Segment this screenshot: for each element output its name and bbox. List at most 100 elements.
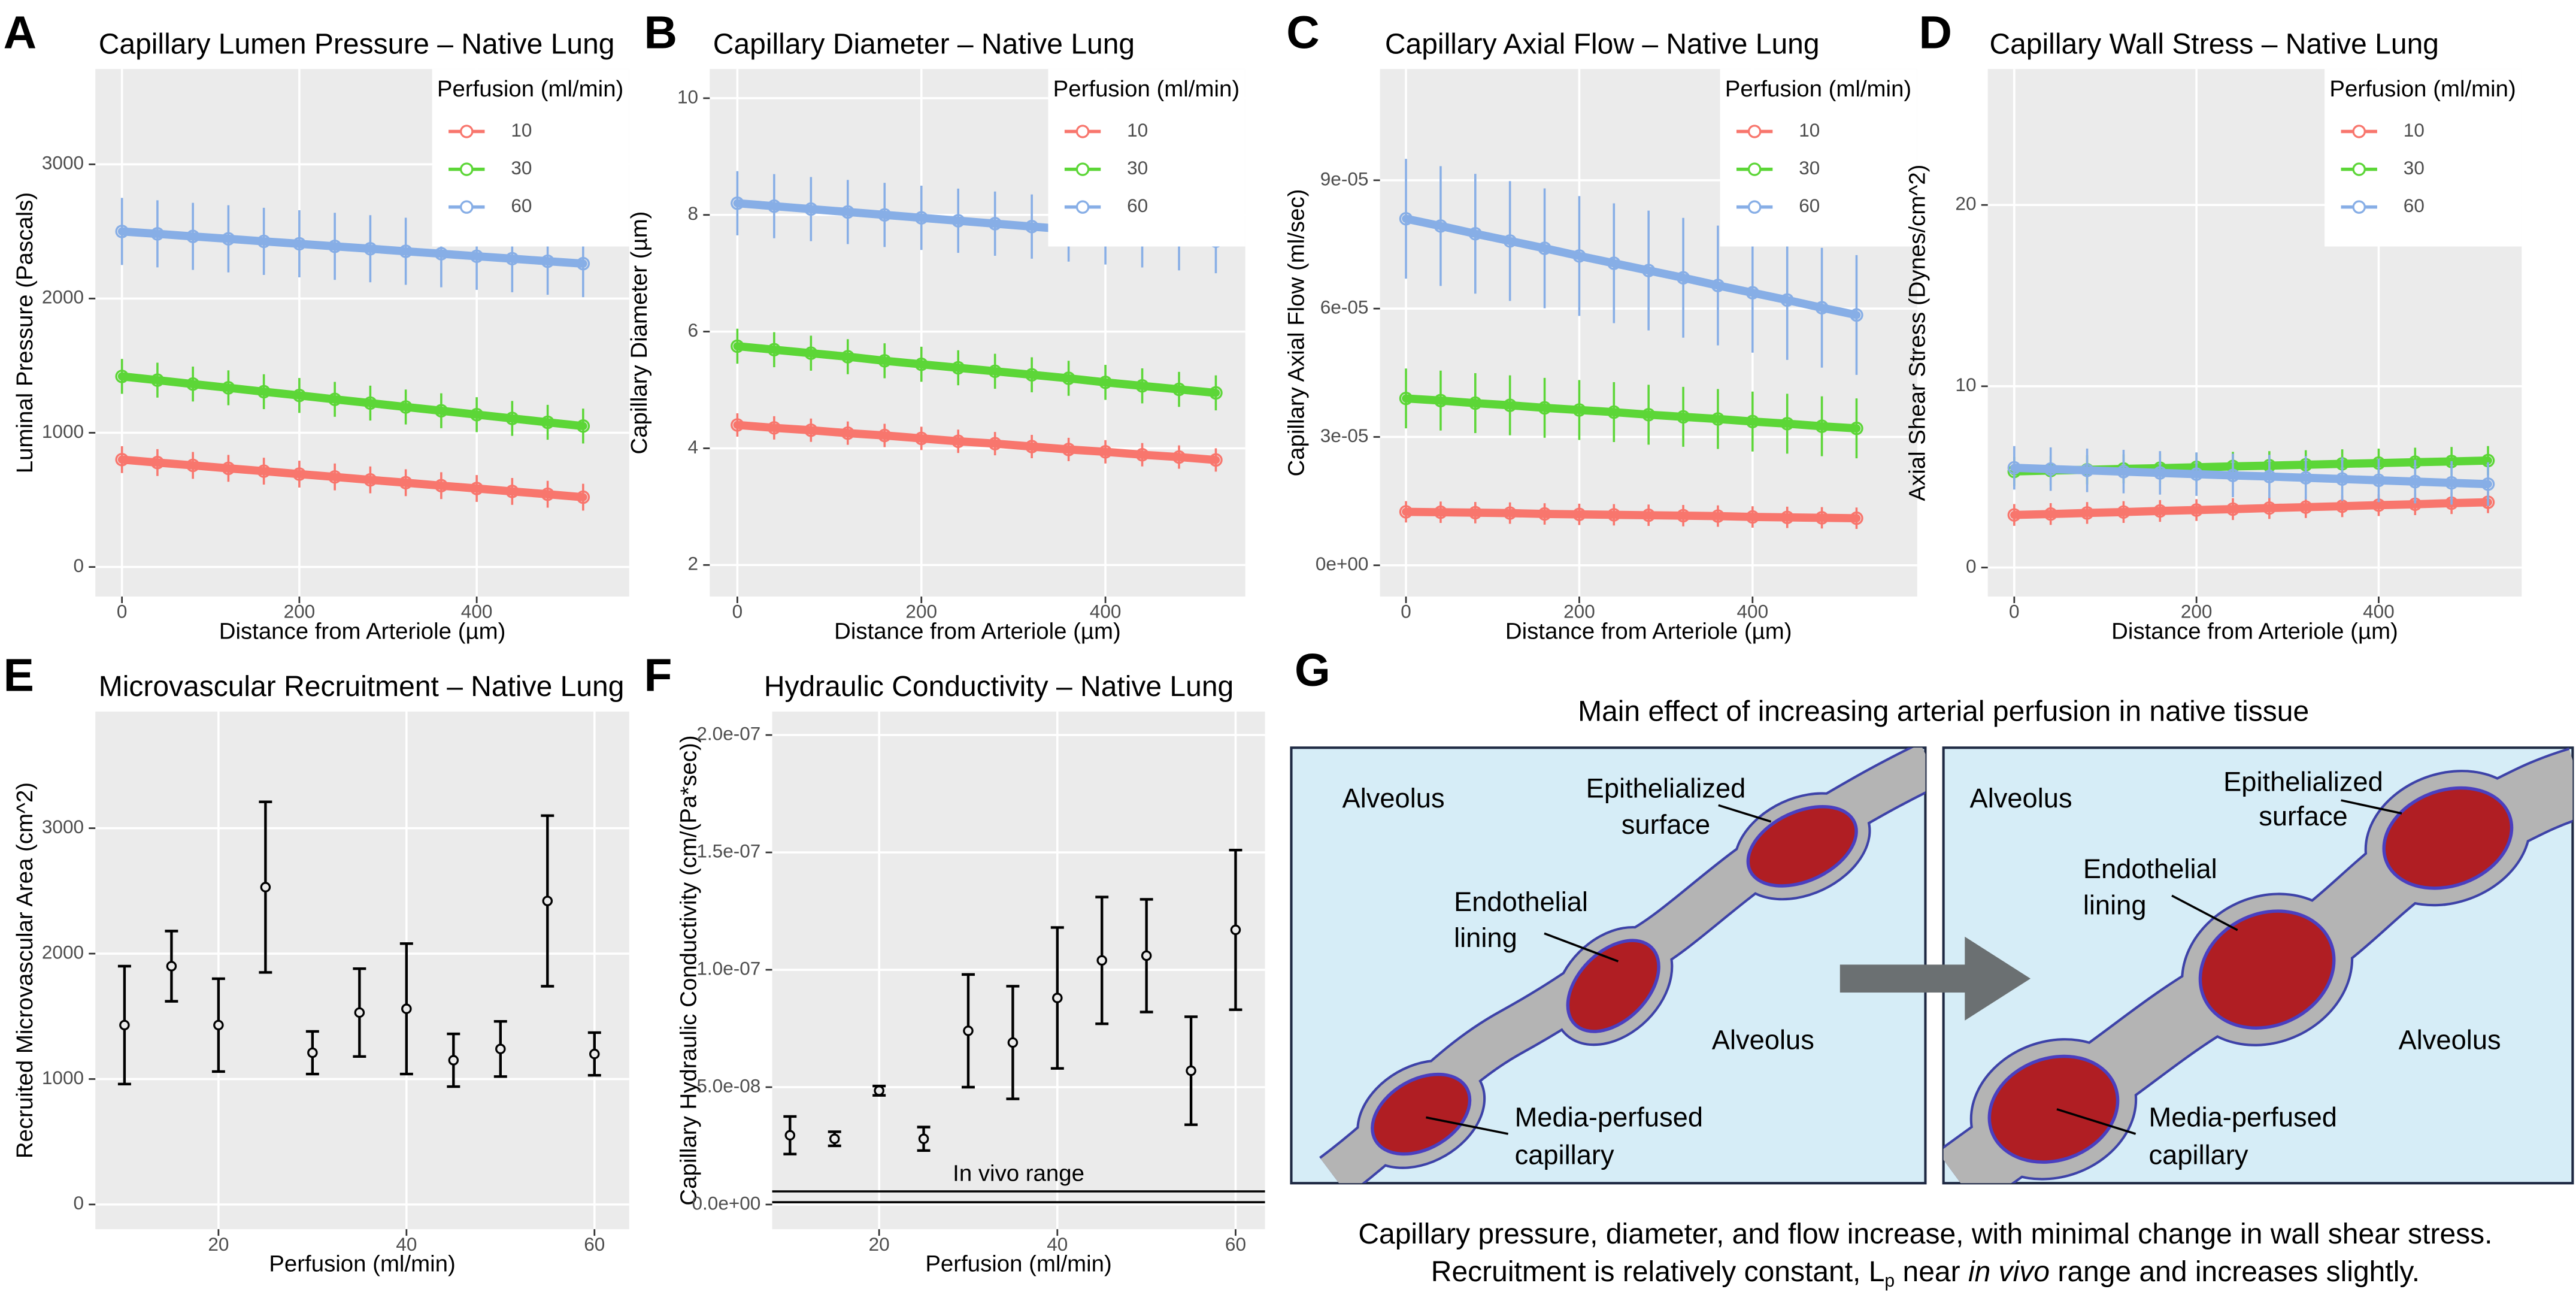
chart-panel: F Hydraulic Conductivity – Native Lung Per… [644, 649, 1265, 1277]
legend-label: 60 [1127, 195, 1148, 216]
chart-panel: B Capillary Diameter – Native Lung Distanc… [626, 7, 1245, 644]
y-tick-label: 2.0e-07 [696, 722, 760, 744]
legend-box [1048, 69, 1245, 247]
panel-label: B [644, 7, 677, 59]
point [1141, 950, 1152, 961]
y-axis-title: Capillary Hydraulic Conductivity (cm/(Pa… [676, 735, 702, 1205]
point [874, 1085, 884, 1096]
x-axis-title: Distance from Arteriole (µm) [834, 618, 1121, 644]
legend-label: 30 [1799, 157, 1820, 178]
point [222, 461, 235, 476]
caption-part: range and increases slightly. [2050, 1256, 2420, 1288]
point [914, 357, 928, 371]
point [1434, 505, 1448, 519]
diagram-title: Main effect of increasing arterial perfu… [1578, 695, 2309, 727]
subscript: p [1884, 1271, 1895, 1291]
point [292, 388, 307, 403]
legend-swatch [460, 125, 474, 138]
point [841, 426, 855, 440]
plot-background [95, 711, 629, 1230]
point [1007, 1037, 1019, 1048]
caption: Capillary pressure, diameter, and flow i… [1358, 1218, 2492, 1250]
legend-label: 60 [2404, 195, 2425, 216]
point [2044, 507, 2057, 521]
label: lining [2083, 889, 2147, 920]
point [542, 895, 553, 906]
point [1062, 371, 1075, 385]
point [2444, 476, 2459, 490]
point [576, 490, 590, 504]
legend-swatch [460, 200, 474, 214]
x-tick-label: 200 [1563, 601, 1595, 622]
legend-swatch [1075, 125, 1090, 138]
panel-label: D [1919, 7, 1951, 59]
point [399, 476, 413, 490]
point [1098, 376, 1113, 389]
point [1850, 421, 1863, 435]
point [1676, 410, 1690, 424]
point [328, 470, 342, 484]
y-tick-label: 3000 [42, 816, 84, 837]
point [1186, 1065, 1196, 1076]
point [401, 1003, 412, 1014]
point [2080, 506, 2094, 520]
point [1780, 510, 1794, 524]
point [1538, 507, 1551, 521]
y-axis-title: Axial Shear Stress (Dynes/cm^2) [1905, 165, 1931, 501]
y-tick-label: 2000 [42, 941, 84, 963]
point [1607, 405, 1621, 419]
point [1025, 220, 1039, 234]
x-tick-label: 60 [1225, 1233, 1246, 1255]
y-tick-label: 0 [73, 1192, 84, 1214]
point [1815, 419, 1829, 433]
point [963, 1025, 974, 1036]
point [878, 428, 892, 443]
panel-label: C [1286, 7, 1319, 59]
point [2226, 468, 2240, 482]
point [150, 227, 165, 241]
point [1062, 443, 1075, 456]
point [2408, 474, 2422, 489]
point [399, 400, 413, 414]
lumen [1987, 1054, 2120, 1164]
y-tick-label: 0e+00 [1316, 553, 1369, 574]
panel-label: A [4, 7, 37, 59]
point [213, 1019, 224, 1031]
legend-swatch [1075, 162, 1090, 176]
point [1572, 403, 1586, 417]
y-tick-label: 4 [688, 436, 699, 458]
point [1815, 301, 1829, 315]
y-axis-title: Recruited Microvascular Area (cm^2) [12, 782, 38, 1158]
point [469, 482, 484, 495]
point [841, 350, 855, 364]
point [1135, 379, 1149, 393]
y-tick-label: 20 [1955, 193, 1976, 214]
point [434, 247, 448, 261]
point [2189, 503, 2204, 517]
point [1607, 508, 1621, 522]
legend-swatch [1747, 125, 1762, 138]
point [150, 373, 165, 387]
point [1815, 511, 1829, 525]
point [1850, 511, 1863, 525]
point [767, 421, 781, 435]
diagram-panel: G Main effect of increasing arterial per… [1290, 645, 2574, 1291]
y-axis-title: Capillary Diameter (µm) [626, 211, 652, 455]
charts: A Capillary Lumen Pressure – Native Lung D… [4, 7, 2522, 1277]
point [1399, 391, 1413, 406]
point [951, 214, 965, 228]
point [2481, 477, 2495, 491]
legend-box [2325, 69, 2522, 247]
point [1572, 507, 1586, 521]
point [988, 364, 1002, 379]
x-tick-label: 40 [1047, 1233, 1068, 1255]
chart-title: Capillary Diameter – Native Lung [713, 29, 1135, 60]
chart-title: Capillary Lumen Pressure – Native Lung [99, 29, 615, 60]
label: Alveolus [1970, 783, 2072, 813]
point [1468, 226, 1483, 241]
x-tick-label: 200 [905, 601, 937, 622]
point [1052, 993, 1063, 1003]
point [354, 1007, 365, 1018]
point [2372, 473, 2386, 488]
caption: Recruitment is relatively constant, Lp n… [1431, 1256, 2420, 1291]
